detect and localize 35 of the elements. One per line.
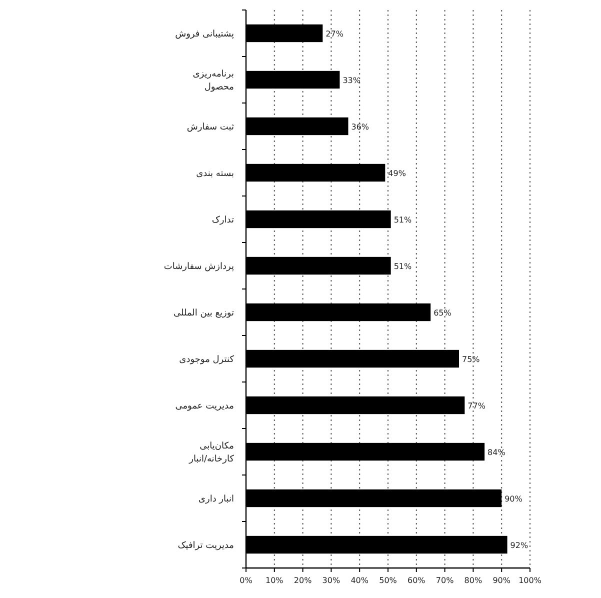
data-label: 36% (351, 122, 370, 132)
y-tick-label: مدیریت ترافیک (178, 540, 234, 551)
y-tick-label: مکان‌یابی کارخانه/انبار (188, 441, 235, 464)
y-tick-label: توزیع بین المللی (174, 308, 234, 318)
data-label: 51% (394, 215, 412, 224)
x-tick-label: 90% (492, 576, 511, 585)
x-tick-label: 40% (350, 576, 369, 585)
y-tick-label: پردازش سفارشات (164, 262, 234, 272)
x-tick-label: 100% (518, 576, 542, 585)
x-tick-label: 70% (436, 576, 454, 585)
y-tick-label: ثبت سفارش (186, 122, 234, 132)
x-tick-label: 10% (266, 576, 284, 585)
data-label: 92% (510, 540, 528, 550)
y-tick-label: برنامه‌ریزی محصول (192, 69, 234, 92)
x-tick-label: 30% (322, 576, 340, 585)
data-label: 77% (468, 401, 486, 410)
x-tick-label: 50% (379, 576, 398, 585)
data-label: 27% (326, 29, 344, 38)
y-tick-label: انبار داری (198, 494, 234, 504)
y-tick-label: پشتیبانی فروش (175, 29, 234, 40)
data-label: 49% (388, 168, 406, 178)
y-tick-label: بسته بندی (196, 168, 234, 179)
y-tick-label: مدیریت عمومی (175, 401, 234, 412)
data-label: 65% (434, 308, 452, 318)
data-label: 75% (462, 354, 480, 364)
x-tick-label: 0% (240, 576, 253, 585)
y-tick-label: تدارک (212, 215, 234, 226)
x-tick-label: 20% (294, 576, 312, 585)
data-label: 84% (488, 448, 506, 457)
y-tick-label: کنترل موجودی (179, 354, 235, 365)
data-label: 33% (342, 76, 361, 85)
x-tick-label: 60% (408, 576, 426, 585)
x-tick-label: 80% (464, 576, 482, 585)
data-label: 90% (504, 494, 523, 504)
data-label: 51% (394, 262, 412, 271)
